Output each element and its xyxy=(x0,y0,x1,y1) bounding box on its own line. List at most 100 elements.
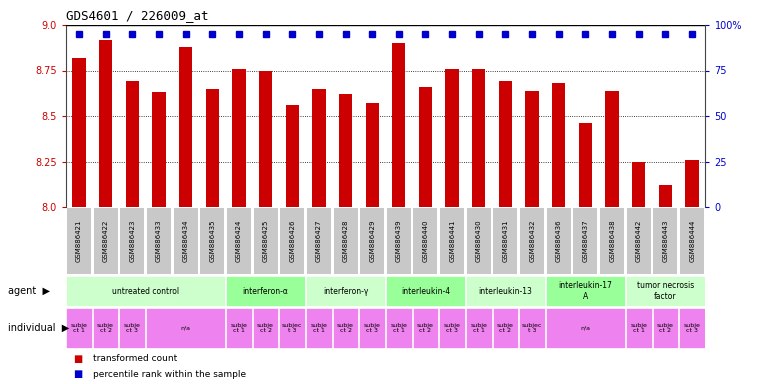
Bar xyxy=(259,71,272,207)
Bar xyxy=(386,276,465,306)
Text: GSM886440: GSM886440 xyxy=(423,220,429,262)
Text: transformed count: transformed count xyxy=(93,354,177,363)
Text: subje
ct 2: subje ct 2 xyxy=(657,323,674,333)
Bar xyxy=(679,308,705,348)
Bar xyxy=(93,209,117,274)
Bar xyxy=(66,276,225,306)
Bar xyxy=(466,308,492,348)
Bar xyxy=(307,209,331,274)
Text: subje
ct 2: subje ct 2 xyxy=(337,323,354,333)
Bar xyxy=(627,209,651,274)
Bar xyxy=(680,209,704,274)
Bar xyxy=(446,69,459,207)
Text: subje
ct 1: subje ct 1 xyxy=(470,323,487,333)
Bar xyxy=(333,308,359,348)
Bar xyxy=(600,209,625,274)
Text: GSM886429: GSM886429 xyxy=(369,220,375,262)
Bar xyxy=(574,209,598,274)
Bar xyxy=(365,103,379,207)
Text: n/a: n/a xyxy=(581,326,591,331)
Bar xyxy=(312,89,325,207)
Bar xyxy=(99,40,113,207)
Bar xyxy=(499,81,512,207)
Bar xyxy=(440,209,464,274)
Text: GSM886423: GSM886423 xyxy=(130,220,135,262)
Text: GSM886439: GSM886439 xyxy=(396,220,402,262)
Text: n/a: n/a xyxy=(180,326,190,331)
Text: GSM886435: GSM886435 xyxy=(209,220,215,262)
Text: GSM886432: GSM886432 xyxy=(529,220,535,262)
Bar xyxy=(653,308,678,348)
Bar xyxy=(605,91,619,207)
Bar xyxy=(359,308,385,348)
Bar xyxy=(413,209,437,274)
Text: subje
ct 2: subje ct 2 xyxy=(97,323,114,333)
Bar xyxy=(226,308,251,348)
Text: GSM886441: GSM886441 xyxy=(449,220,455,262)
Bar xyxy=(120,308,145,348)
Bar xyxy=(280,209,305,274)
Bar xyxy=(226,276,305,306)
Bar xyxy=(654,209,678,274)
Bar xyxy=(466,276,545,306)
Bar xyxy=(126,81,139,207)
Text: tumor necrosis
factor: tumor necrosis factor xyxy=(637,281,694,301)
Text: GSM886433: GSM886433 xyxy=(156,220,162,262)
Text: agent  ▶: agent ▶ xyxy=(8,286,49,296)
Text: subje
ct 1: subje ct 1 xyxy=(231,323,247,333)
Bar xyxy=(285,105,299,207)
Text: interleukin-17
A: interleukin-17 A xyxy=(558,281,612,301)
Text: subje
ct 2: subje ct 2 xyxy=(497,323,514,333)
Bar xyxy=(232,69,245,207)
Bar xyxy=(419,87,433,207)
Bar xyxy=(658,185,672,207)
Text: interferon-α: interferon-α xyxy=(243,286,288,296)
Bar xyxy=(392,43,406,207)
Bar xyxy=(552,83,565,207)
Text: GSM886421: GSM886421 xyxy=(76,220,82,262)
Text: GSM886430: GSM886430 xyxy=(476,220,482,262)
Text: GSM886444: GSM886444 xyxy=(689,220,695,262)
Bar xyxy=(334,209,358,274)
Text: GSM886434: GSM886434 xyxy=(183,220,189,262)
Text: GSM886424: GSM886424 xyxy=(236,220,242,262)
Bar xyxy=(254,209,278,274)
Text: individual  ▶: individual ▶ xyxy=(8,323,69,333)
Text: subje
ct 1: subje ct 1 xyxy=(390,323,407,333)
Bar xyxy=(152,92,166,207)
Bar xyxy=(546,308,625,348)
Bar xyxy=(386,308,412,348)
Bar xyxy=(173,209,197,274)
Text: interleukin-4: interleukin-4 xyxy=(401,286,450,296)
Bar xyxy=(493,308,518,348)
Bar xyxy=(360,209,384,274)
Text: GSM886443: GSM886443 xyxy=(662,220,668,262)
Bar xyxy=(66,308,92,348)
Text: GSM886431: GSM886431 xyxy=(503,220,509,262)
Bar xyxy=(338,94,352,207)
Text: ■: ■ xyxy=(73,369,82,379)
Text: interferon-γ: interferon-γ xyxy=(323,286,369,296)
Bar xyxy=(626,276,705,306)
Bar xyxy=(493,209,517,274)
Text: subje
ct 1: subje ct 1 xyxy=(70,323,87,333)
Bar xyxy=(200,209,224,274)
Bar xyxy=(146,308,225,348)
Text: GSM886428: GSM886428 xyxy=(342,220,348,262)
Text: ■: ■ xyxy=(73,354,82,364)
Bar xyxy=(546,276,625,306)
Text: GSM886427: GSM886427 xyxy=(316,220,322,262)
Bar xyxy=(685,160,699,207)
Bar xyxy=(466,209,491,274)
Bar xyxy=(72,58,86,207)
Bar xyxy=(520,209,544,274)
Text: subje
ct 2: subje ct 2 xyxy=(257,323,274,333)
Text: GSM886436: GSM886436 xyxy=(556,220,562,262)
Bar xyxy=(120,209,144,274)
Text: subje
ct 3: subje ct 3 xyxy=(444,323,460,333)
Text: subjec
t 3: subjec t 3 xyxy=(282,323,302,333)
Text: subje
ct 1: subje ct 1 xyxy=(631,323,647,333)
Bar xyxy=(179,47,192,207)
Text: GDS4601 / 226009_at: GDS4601 / 226009_at xyxy=(66,10,208,22)
Text: GSM886437: GSM886437 xyxy=(582,220,588,262)
